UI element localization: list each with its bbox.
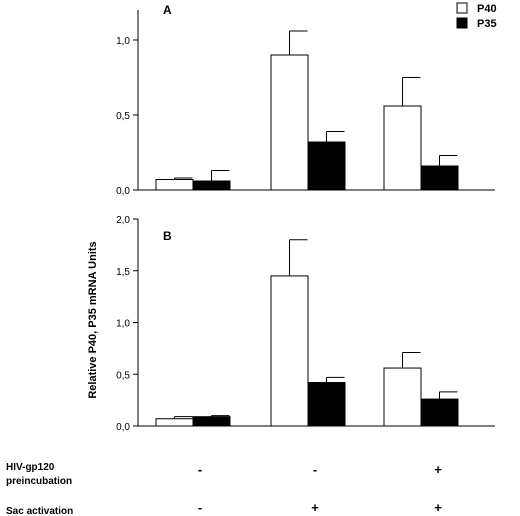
condition-label-hiv-line2: preincubation (6, 476, 72, 487)
panel-b-y-tick-label: 1,5 (116, 267, 130, 278)
panel-a: 0,0 0,5 1,0 (116, 10, 495, 197)
panel-a-bar-p40 (383, 105, 422, 191)
panel-a-bar-p35 (307, 141, 346, 191)
panel-b-bar-p40 (270, 275, 309, 427)
condition-label-hiv-line1: HIV-gp120 (6, 462, 55, 473)
panel-b: 0,0 0,5 1,0 1,5 2,0 (116, 215, 495, 433)
panel-b-bar-p35 (307, 382, 346, 427)
panel-b-y-tick-label: 0,0 (116, 422, 130, 433)
panel-b-bar-p35 (420, 398, 459, 427)
legend-label-p35: P35 (477, 18, 497, 30)
legend-label-p40: P40 (477, 3, 497, 15)
panel-a-bar-p35 (192, 180, 231, 191)
panel-b-bar-p35 (192, 416, 231, 427)
legend: P40 P35 (456, 2, 497, 30)
panel-a-y-tick-label: 0,5 (116, 111, 130, 122)
condition-sign: - (313, 462, 317, 477)
legend-swatch-p40 (456, 2, 468, 14)
panel-label-b: B (163, 229, 172, 243)
condition-sign: - (198, 500, 202, 515)
condition-signs: - - + - + + (198, 462, 442, 515)
panel-b-y-tick-label: 1,0 (116, 319, 130, 330)
y-axis-label: Relative P40, P35 mRNA Units (87, 241, 99, 398)
condition-sign: + (311, 500, 319, 515)
panel-a-y-tick-label: 0,0 (116, 186, 130, 197)
panel-a-bar-p40 (155, 179, 194, 191)
panel-a-y-tick-label: 1,0 (116, 36, 130, 47)
condition-sign: - (198, 462, 202, 477)
panel-label-a: A (163, 3, 172, 17)
panel-b-bar-p40 (383, 367, 422, 427)
condition-sign: + (434, 500, 442, 515)
condition-label-sac: Sac activation (6, 506, 73, 516)
panel-b-y-tick-label: 2,0 (116, 215, 130, 226)
panel-a-bar-p35 (420, 165, 459, 191)
legend-swatch-p35 (456, 17, 468, 29)
condition-sign: + (434, 462, 442, 477)
panel-b-bar-p40 (155, 418, 194, 427)
panel-a-bar-p40 (270, 54, 309, 191)
panel-b-y-tick-label: 0,5 (116, 370, 130, 381)
